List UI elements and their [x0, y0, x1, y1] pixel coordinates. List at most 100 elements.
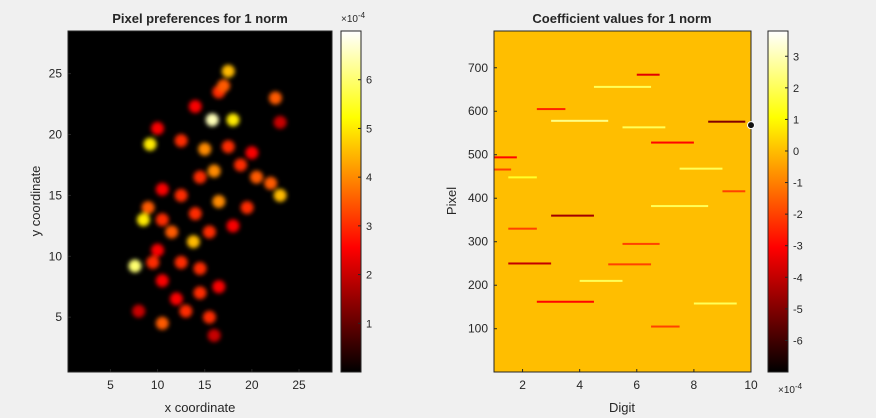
colorbar-tick-label: -5 [793, 304, 803, 316]
chart2-plot-frame [493, 30, 752, 373]
y-tick-label: 700 [468, 61, 488, 75]
x-tick-label: 4 [576, 378, 583, 392]
coefficient-streak [722, 190, 746, 193]
heat-blob [141, 201, 155, 215]
colorbar-tick-label: 0 [793, 146, 799, 158]
heat-blob [273, 188, 287, 202]
colorbar-tick-label: 4 [366, 172, 372, 184]
heat-blob [202, 225, 216, 239]
x-tick-label: 25 [292, 378, 306, 392]
heat-blob [132, 304, 146, 318]
heat-blob [188, 207, 202, 221]
coefficient-streak [494, 156, 517, 159]
heat-blob [198, 142, 212, 156]
heat-blob [264, 176, 278, 190]
heat-blob [250, 170, 264, 184]
heat-blob [136, 213, 150, 227]
heat-blob [226, 113, 240, 127]
heat-blob [207, 164, 221, 178]
chart2-plot-background [494, 31, 751, 372]
heat-blob [212, 280, 226, 294]
chart2-data-marker[interactable] [747, 121, 755, 130]
heat-blob [268, 91, 282, 105]
heat-blob [217, 79, 231, 93]
coefficient-streak [622, 242, 660, 245]
coefficient-streak [579, 279, 623, 282]
colorbar-tick-label: 3 [366, 221, 372, 233]
heat-blob [174, 134, 188, 148]
heat-blob [193, 286, 207, 300]
colorbar-tick-label: -3 [793, 241, 803, 253]
y-tick-label: 10 [49, 249, 63, 263]
heat-blob [240, 201, 254, 215]
heat-blob [143, 137, 157, 151]
heat-blob [155, 274, 169, 288]
chart-pixel-preferences: Pixel preferences for 1 norm 5 10 15 20 2551… [28, 11, 372, 415]
y-tick-label: 20 [49, 128, 63, 142]
heat-blob [273, 115, 287, 129]
coefficient-streak [508, 262, 552, 265]
coefficient-streak [551, 119, 609, 122]
y-tick-label: 25 [49, 67, 63, 81]
y-tick-label: 600 [468, 104, 488, 118]
chart2-colorbar [767, 30, 789, 373]
heat-blob [234, 158, 248, 172]
heat-blob [151, 243, 165, 257]
y-tick-label: 100 [468, 322, 488, 336]
x-tick-label: 6 [633, 378, 640, 392]
x-tick-label: 2 [519, 378, 526, 392]
coefficient-streak [593, 85, 652, 88]
heat-blob [155, 213, 169, 227]
heat-blob [226, 219, 240, 233]
coefficient-streak [536, 108, 566, 111]
heat-blob [151, 121, 165, 135]
heat-blob [188, 100, 202, 114]
colorbar-tick-label: -6 [793, 335, 803, 347]
y-tick-label: 200 [468, 278, 488, 292]
coefficient-streak [708, 120, 746, 123]
y-tick-label: 400 [468, 191, 488, 205]
chart2-title: Coefficient values for 1 norm [532, 11, 711, 26]
heat-blob [245, 146, 259, 160]
chart2-xlabel: Digit [609, 400, 635, 415]
heat-blob [207, 328, 221, 342]
coefficient-streak [508, 227, 537, 230]
chart2-ticks: 2 4 6 8 10 100 200 300 400 500 600 700 [468, 61, 758, 392]
coefficient-streak [622, 126, 666, 129]
colorbar-tick-label: 1 [793, 114, 799, 126]
chart1-colorbar-exponent: ×10-4 [341, 11, 366, 25]
heat-blob [221, 64, 235, 78]
colorbar-tick-label: 6 [366, 75, 372, 87]
y-tick-label: 500 [468, 148, 488, 162]
chart2-streaks [494, 73, 746, 328]
coefficient-streak [494, 168, 512, 171]
heat-blob [165, 225, 179, 239]
coefficient-streak [608, 263, 652, 266]
coefficient-streak [651, 141, 694, 144]
heat-blob [179, 304, 193, 318]
chart2-colorbar-exponent: ×10-4 [778, 382, 803, 396]
coefficient-streak [693, 302, 737, 305]
chart1-title: Pixel preferences for 1 norm [112, 11, 288, 26]
coefficient-streak [651, 325, 680, 328]
chart1-plot-frame [67, 30, 333, 373]
heat-blob [186, 235, 200, 249]
colorbar-tick-label: -2 [793, 209, 803, 221]
coefficient-streak [551, 214, 594, 217]
colorbar-tick-label: 2 [793, 83, 799, 95]
heat-blob [155, 182, 169, 196]
coefficient-streak [651, 205, 709, 208]
heat-blob [193, 170, 207, 184]
heat-blob [174, 255, 188, 269]
colorbar-tick-label: -4 [793, 272, 803, 284]
heat-blob [212, 195, 226, 208]
heat-blob [202, 310, 216, 324]
heat-blob [205, 113, 219, 127]
chart2-ylabel: Pixel [444, 187, 459, 215]
x-tick-label: 8 [691, 378, 698, 392]
colorbar-tick-label: -1 [793, 178, 803, 190]
chart1-ticks: 5 10 15 20 25 5 10 15 20 25 [49, 67, 306, 392]
heat-blob [174, 188, 188, 202]
heat-blob [221, 140, 235, 154]
